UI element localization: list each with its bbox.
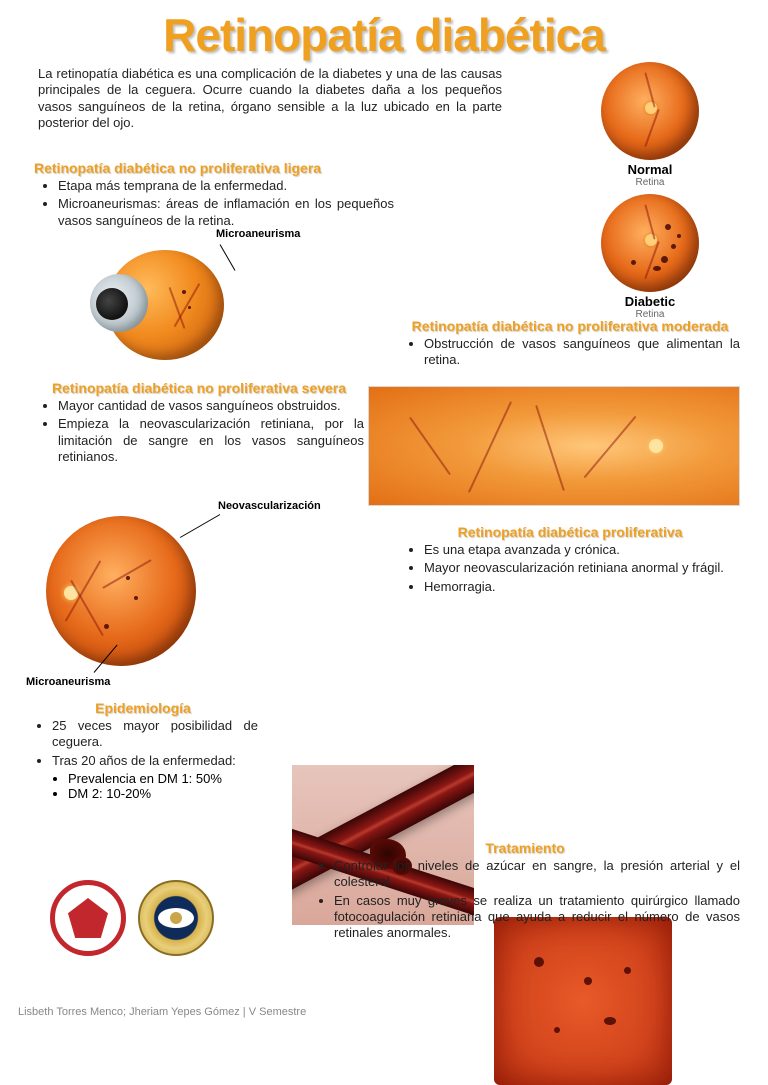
footer-credits: Lisbeth Torres Menco; Jheriam Yepes Góme… — [18, 1006, 306, 1018]
prolif-bullet-2: Mayor neovascularización retiniana anorm… — [424, 560, 740, 576]
section-ligera-title: Retinopatía diabética no proliferativa l… — [34, 160, 394, 176]
neovascularization-callout: Neovascularización — [218, 500, 321, 512]
normal-retina-image — [601, 62, 699, 160]
prolif-bullet-3: Hemorragia. — [424, 579, 740, 595]
section-moderada-title: Retinopatía diabética no proliferativa m… — [400, 318, 740, 334]
section-epidemiologia: Epidemiología 25 veces mayor posibilidad… — [28, 700, 258, 801]
intro-paragraph: La retinopatía diabética es una complica… — [0, 66, 540, 137]
epi-bullet-2: Tras 20 años de la enfermedad: — [52, 753, 258, 769]
retina-comparison: Normal Retina Diabetic Retina — [590, 62, 710, 320]
eyeball-diagram: Microaneurisma — [60, 234, 240, 374]
normal-retina-sublabel: Retina — [590, 177, 710, 188]
logo-institution-2 — [138, 880, 214, 956]
section-ligera: Retinopatía diabética no proliferativa l… — [34, 160, 394, 231]
section-moderada: Retinopatía diabética no proliferativa m… — [400, 318, 740, 371]
normal-retina-label: Normal — [590, 162, 710, 177]
microaneurisma-callout-2: Microaneurisma — [26, 676, 110, 688]
epi-bullet-2b: DM 2: 10-20% — [68, 786, 258, 801]
diabetic-retina-image — [601, 194, 699, 292]
section-trat-title: Tratamiento — [310, 840, 740, 856]
epi-bullet-2a: Prevalencia en DM 1: 50% — [68, 771, 258, 786]
diabetic-retina-label: Diabetic — [590, 294, 710, 309]
neovascularization-retina: Neovascularización Microaneurisma — [46, 500, 196, 650]
ligera-bullet-2: Microaneurismas: áreas de inflamación en… — [58, 196, 394, 229]
trat-bullet-2: En casos muy graves se realiza un tratam… — [334, 893, 740, 942]
prolif-bullet-1: Es una etapa avanzada y crónica. — [424, 542, 740, 558]
moderada-bullet-1: Obstrucción de vasos sanguíneos que alim… — [424, 336, 740, 369]
section-severa: Retinopatía diabética no proliferativa s… — [34, 380, 364, 467]
logo-institution-1 — [50, 880, 126, 956]
epi-bullet-1: 25 veces mayor posibilidad de ceguera. — [52, 718, 258, 751]
section-severa-title: Retinopatía diabética no proliferativa s… — [34, 380, 364, 396]
section-tratamiento: Tratamiento Controlar los niveles de azú… — [310, 840, 740, 943]
moderada-retina-image — [368, 386, 740, 506]
section-proliferativa: Retinopatía diabética proliferativa Es u… — [400, 524, 740, 597]
section-proliferativa-title: Retinopatía diabética proliferativa — [400, 524, 740, 540]
logos — [50, 880, 214, 956]
section-epi-title: Epidemiología — [28, 700, 258, 716]
ligera-bullet-1: Etapa más temprana de la enfermedad. — [58, 178, 394, 194]
page-title: Retinopatía diabética — [0, 0, 768, 66]
severa-bullet-1: Mayor cantidad de vasos sanguíneos obstr… — [58, 398, 364, 414]
trat-bullet-1: Controlar los niveles de azúcar en sangr… — [334, 858, 740, 891]
severa-bullet-2: Empieza la neovascularización retiniana,… — [58, 416, 364, 465]
